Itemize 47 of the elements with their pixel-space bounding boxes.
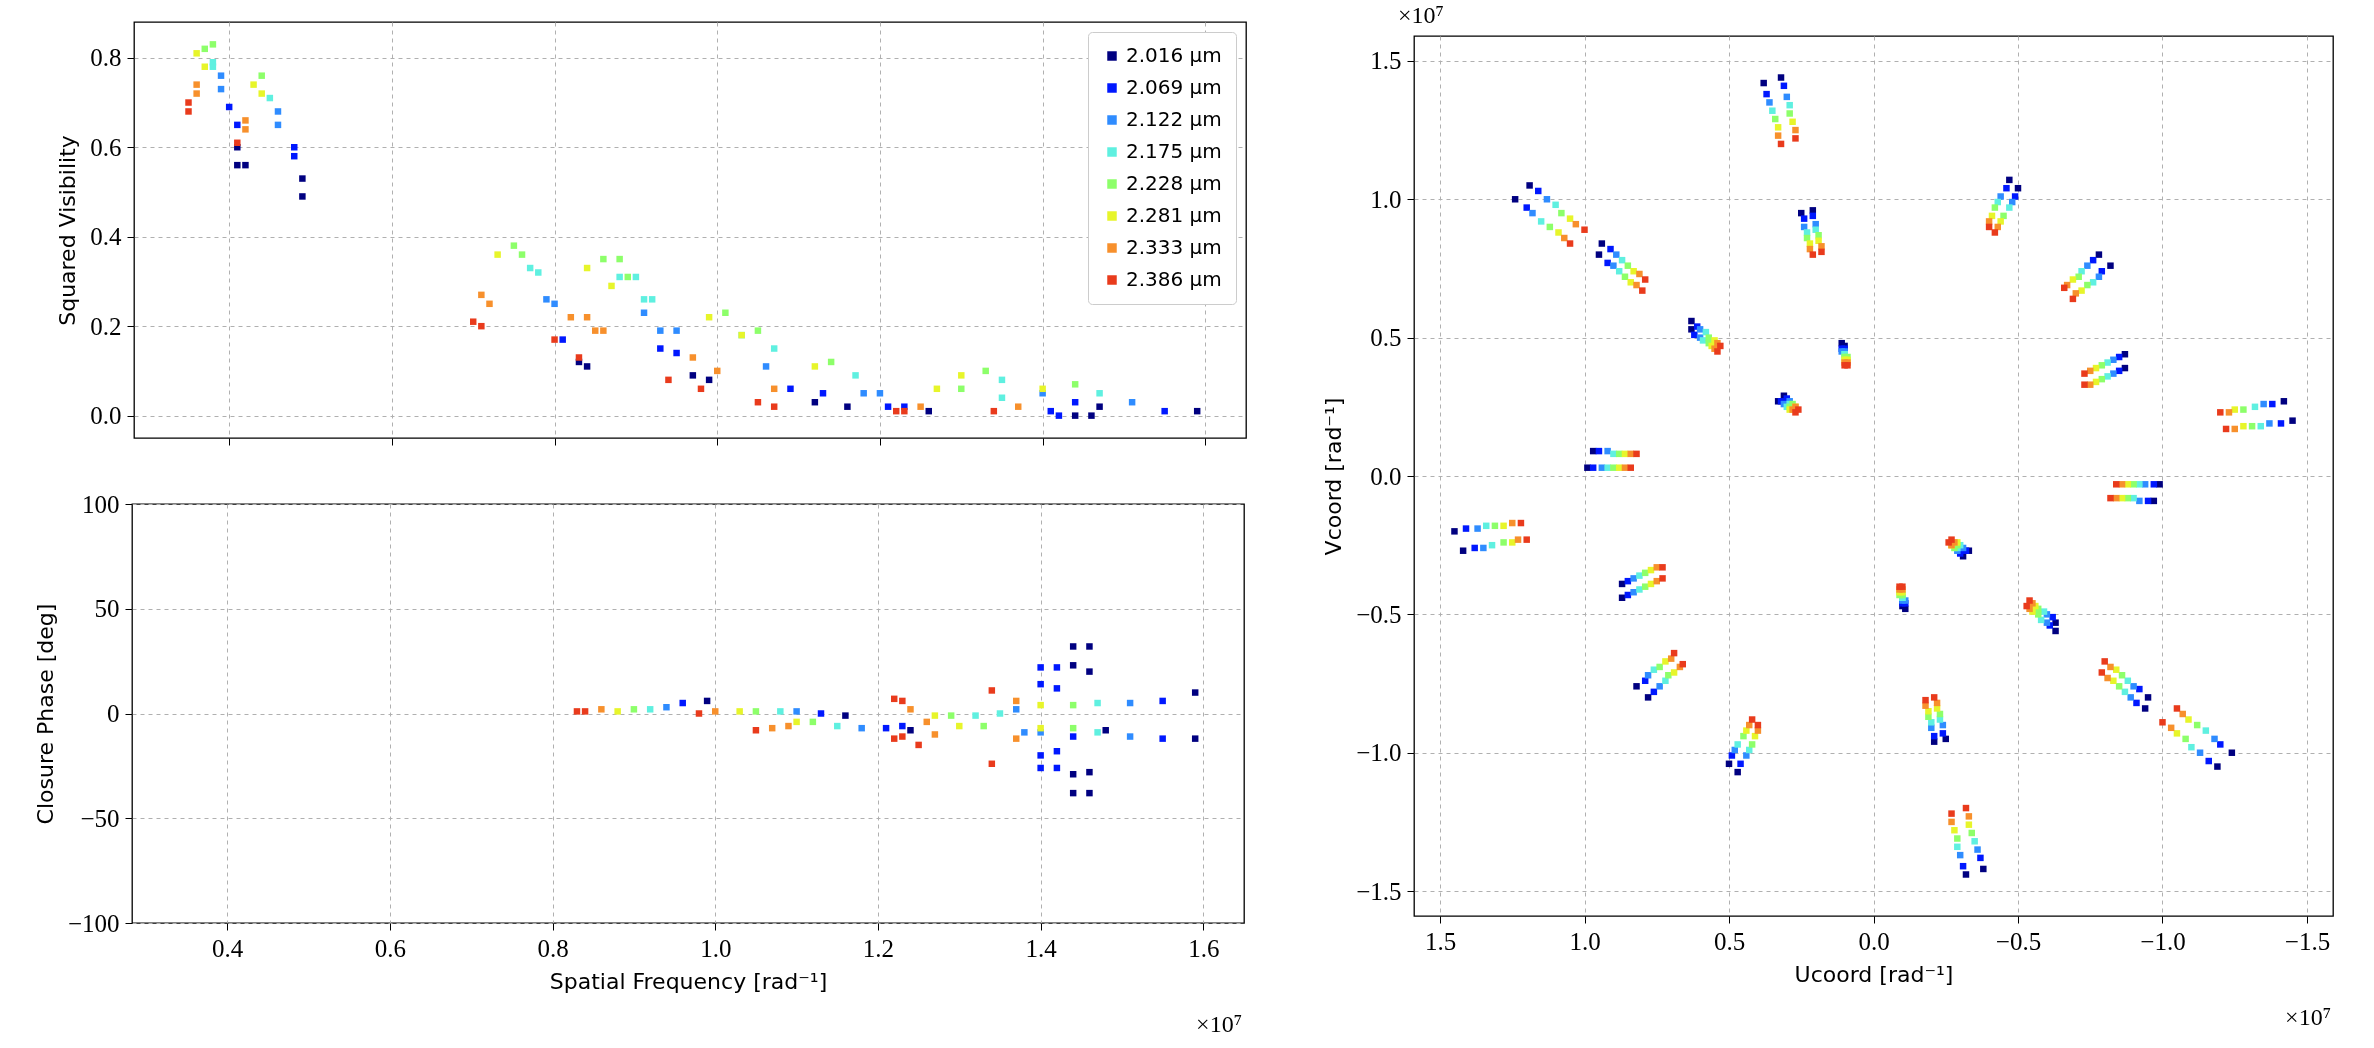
y-axis-title: Squared Visibility xyxy=(55,135,81,326)
x-tick-label: 1.5 xyxy=(1424,927,1457,955)
text: ×10⁷ xyxy=(1398,2,1444,29)
y-tick-label: 0.0 xyxy=(90,402,122,430)
legend-label: 2.122 μm xyxy=(1126,107,1222,131)
x-tick-label: 0.5 xyxy=(1713,927,1746,955)
legend-label: 2.016 μm xyxy=(1126,43,1222,67)
y-tick-label: 0.0 xyxy=(1370,462,1402,490)
y-tick-label: −1.5 xyxy=(1356,877,1402,905)
x-tick-label: −0.5 xyxy=(1995,927,2042,955)
x-tick-label: 1.2 xyxy=(862,934,895,962)
text: ×10⁷ xyxy=(1196,1011,1242,1038)
legend-label: 2.333 μm xyxy=(1126,235,1222,259)
y-tick-label: −100 xyxy=(67,909,120,937)
x-tick-label: 0.4 xyxy=(212,934,244,962)
x-tick-label: 1.0 xyxy=(700,934,732,962)
x-tick-label: 1.6 xyxy=(1188,934,1220,962)
legend-label: 2.281 μm xyxy=(1126,203,1222,227)
y-tick-label: 0.2 xyxy=(90,312,122,340)
y-tick-label: −0.5 xyxy=(1356,600,1402,628)
y-tick-label: 1.5 xyxy=(1370,47,1402,75)
x-tick-label: 1.0 xyxy=(1569,927,1601,955)
legend-label: 2.386 μm xyxy=(1126,267,1222,291)
legend-label: 2.069 μm xyxy=(1126,75,1222,99)
y-tick-label: 0.6 xyxy=(90,133,122,161)
text: ×10⁷ xyxy=(2285,1004,2331,1031)
x-axis-title: Spatial Frequency [rad⁻¹] xyxy=(549,968,828,994)
x-tick-label: −1.5 xyxy=(2284,927,2331,955)
y-tick-label: 0.4 xyxy=(90,223,122,251)
y-tick-label: 0.5 xyxy=(1370,324,1402,352)
x-tick-label: 1.4 xyxy=(1025,934,1058,962)
y-tick-label: 100 xyxy=(82,490,120,518)
y-tick-label: 50 xyxy=(94,595,120,623)
x-axis-title: Ucoord [rad⁻¹] xyxy=(1794,961,1954,987)
y-tick-label: 0.8 xyxy=(90,44,122,72)
x-tick-label: 0.0 xyxy=(1858,927,1890,955)
y-axis-title: Closure Phase [deg] xyxy=(32,603,58,825)
legend-label: 2.175 μm xyxy=(1126,139,1222,163)
legend-label: 2.228 μm xyxy=(1126,171,1222,195)
x-tick-label: 0.8 xyxy=(537,934,569,962)
y-tick-label: −1.0 xyxy=(1356,739,1402,767)
y-tick-label: −50 xyxy=(80,804,120,832)
x-tick-label: 0.6 xyxy=(374,934,406,962)
y-tick-label: 0 xyxy=(107,700,120,727)
x-tick-label: −1.0 xyxy=(2140,927,2186,955)
y-tick-label: 1.0 xyxy=(1370,185,1402,213)
y-axis-title: Vcoord [rad⁻¹] xyxy=(1321,397,1347,556)
